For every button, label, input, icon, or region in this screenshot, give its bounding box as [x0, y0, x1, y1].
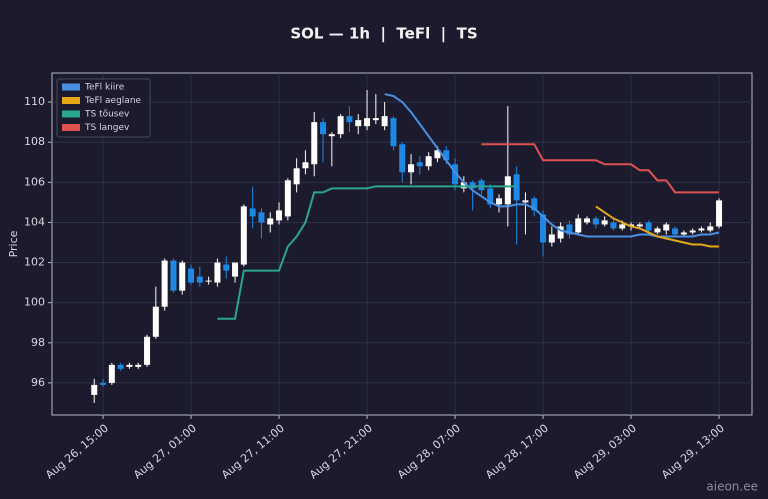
- candle-body: [320, 122, 327, 135]
- candle-body: [663, 224, 670, 231]
- chart-title: SOL — 1h | TeFl | TS: [290, 25, 477, 44]
- candle-body: [610, 222, 617, 229]
- candle-body: [135, 364, 142, 367]
- candle-body: [302, 162, 309, 169]
- candle-body: [654, 228, 661, 233]
- candle-body: [584, 218, 591, 223]
- legend-label: TS tõusev: [84, 110, 130, 120]
- candle-body: [293, 168, 300, 185]
- line-series: [481, 143, 720, 194]
- legend-swatch: [62, 97, 80, 104]
- watermark: aieon.ee: [706, 480, 758, 494]
- candle-body: [566, 224, 573, 235]
- candle-body: [487, 188, 494, 205]
- candle-body: [390, 118, 397, 147]
- candle-body: [214, 262, 221, 283]
- candle-body: [452, 164, 459, 185]
- candle-body: [337, 116, 344, 135]
- candle-body: [311, 122, 318, 165]
- candle-body: [636, 224, 643, 227]
- candle-body: [504, 176, 511, 205]
- candle-body: [443, 150, 450, 161]
- y-tick-label: 100: [24, 296, 45, 309]
- y-axis-label: Price: [7, 230, 20, 257]
- candle-body: [496, 198, 503, 205]
- candle-body: [346, 116, 353, 123]
- candle-body: [240, 206, 247, 265]
- candle-body: [232, 262, 239, 277]
- candle-body: [108, 364, 115, 383]
- candle-body: [592, 218, 599, 225]
- legend-label: TeFl aeglane: [84, 96, 142, 106]
- candle-body: [328, 134, 335, 137]
- candle-body: [179, 262, 186, 291]
- candle-body: [152, 306, 159, 337]
- candle-body: [645, 222, 652, 231]
- legend-label: TeFl kiire: [84, 83, 125, 93]
- candle-body: [469, 182, 476, 189]
- candle-body: [513, 174, 520, 201]
- candle-body: [276, 210, 283, 221]
- candle-body: [540, 214, 547, 243]
- candle-body: [531, 198, 538, 211]
- candle-body: [619, 224, 626, 229]
- candle-body: [249, 208, 256, 217]
- candle-body: [680, 232, 687, 235]
- candle-body: [478, 180, 485, 191]
- y-tick-label: 96: [31, 376, 45, 389]
- candle-body: [100, 382, 107, 385]
- candle-body: [707, 226, 714, 231]
- candle-body: [364, 118, 371, 127]
- candle-body: [223, 264, 230, 271]
- line-series: [384, 93, 720, 238]
- candle-body: [689, 230, 696, 233]
- candle-body: [408, 164, 415, 173]
- candle-body: [698, 228, 705, 231]
- candle-body: [91, 384, 98, 395]
- candle-body: [161, 260, 168, 307]
- y-tick-label: 104: [24, 215, 45, 228]
- legend-swatch: [62, 83, 80, 91]
- candle-body: [548, 234, 555, 243]
- candle-body: [267, 218, 274, 225]
- candle-body: [672, 228, 679, 235]
- candle-body: [117, 364, 124, 369]
- legend-swatch: [62, 110, 80, 118]
- candle-body: [258, 212, 265, 223]
- candle-body: [355, 120, 362, 127]
- candle-body: [416, 162, 423, 167]
- candle-body: [399, 144, 406, 173]
- candle-body: [205, 280, 212, 282]
- candle-body: [196, 276, 203, 283]
- line-series: [595, 205, 720, 248]
- candle-body: [126, 364, 133, 367]
- y-tick-label: 98: [31, 336, 45, 349]
- legend-box: [56, 78, 151, 138]
- y-tick-label: 106: [24, 175, 45, 188]
- candle-body: [284, 180, 291, 217]
- y-tick-label: 102: [24, 256, 45, 269]
- candle-body: [601, 220, 608, 225]
- candle-body: [381, 116, 388, 127]
- y-tick-label: 108: [24, 135, 45, 148]
- legend-label: TS langev: [84, 123, 130, 133]
- legend-swatch: [62, 124, 80, 131]
- candle-body: [716, 200, 723, 227]
- candle-body: [460, 182, 467, 189]
- candle-body: [434, 150, 441, 159]
- plot-area: [51, 72, 753, 416]
- candle-body: [522, 200, 529, 203]
- y-tick-label: 110: [24, 95, 45, 108]
- candle-body: [372, 118, 379, 121]
- candle-body: [188, 268, 195, 283]
- candle-body: [575, 218, 582, 233]
- candle-body: [557, 226, 564, 239]
- candle-body: [425, 156, 432, 167]
- line-series: [217, 185, 517, 320]
- candle-body: [170, 260, 177, 291]
- candle-body: [144, 336, 151, 365]
